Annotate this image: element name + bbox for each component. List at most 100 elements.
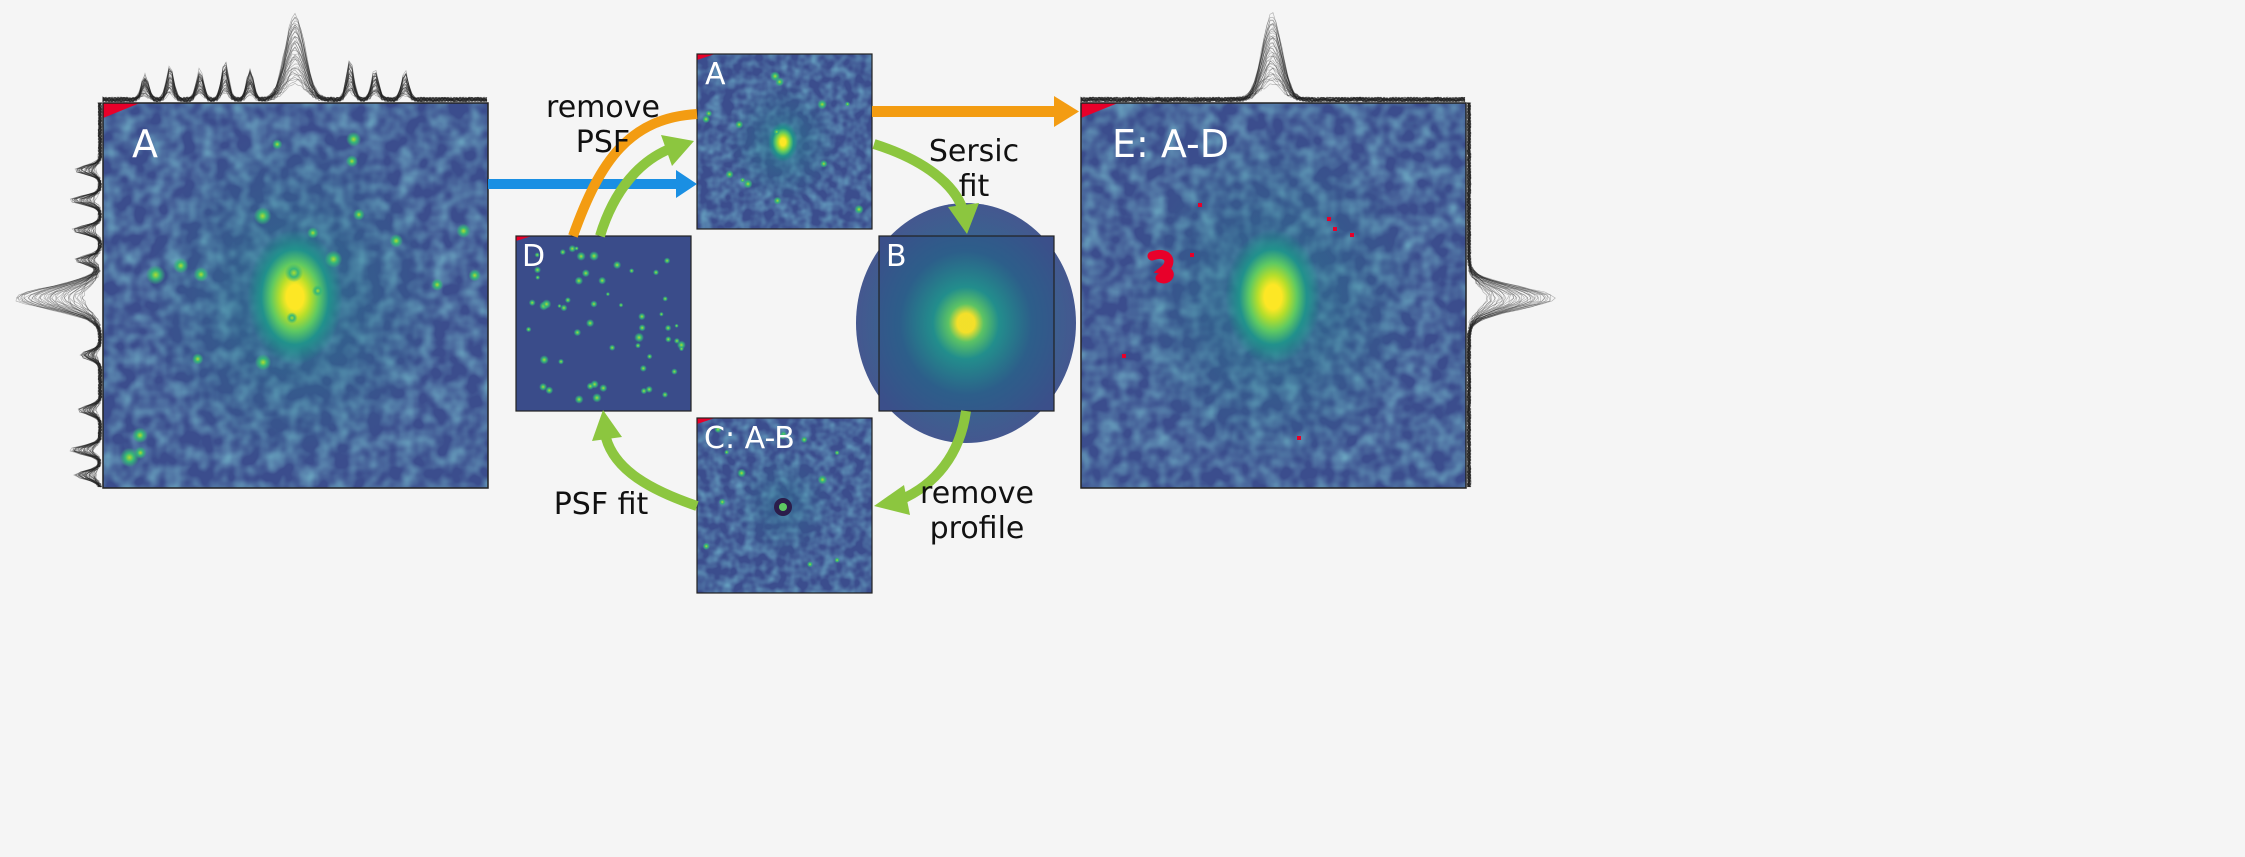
star xyxy=(662,296,668,302)
profile-line xyxy=(21,102,103,488)
profile-line xyxy=(1080,53,1466,103)
panel-c-residual: C: A-B xyxy=(696,417,873,594)
arrow-orange-remove-psf xyxy=(568,109,698,238)
mask-corner xyxy=(697,54,715,60)
star xyxy=(586,319,595,328)
profile-line xyxy=(1080,67,1466,103)
profile-line xyxy=(44,102,103,488)
profile-line xyxy=(1466,102,1529,488)
profile-line xyxy=(1466,102,1529,488)
profile-line xyxy=(1466,102,1521,488)
star xyxy=(534,252,540,258)
profile-line xyxy=(1080,55,1466,103)
profile-line xyxy=(1080,38,1466,103)
star xyxy=(618,302,624,308)
profile-line xyxy=(102,58,488,103)
mask-corner xyxy=(1081,103,1118,118)
star xyxy=(574,395,584,404)
star xyxy=(581,269,590,278)
profile-line xyxy=(28,102,103,488)
profile-line xyxy=(1466,102,1536,488)
profile-line xyxy=(47,102,103,488)
profile-line xyxy=(1466,102,1550,488)
profile-line xyxy=(102,67,488,103)
star xyxy=(598,276,607,285)
profile-line xyxy=(1466,102,1503,488)
profile-line xyxy=(102,24,487,103)
profile-line xyxy=(102,56,488,103)
star xyxy=(589,251,599,261)
profile-line xyxy=(102,83,488,103)
profile-line xyxy=(1080,23,1466,103)
profile-line xyxy=(1466,102,1507,488)
star xyxy=(844,101,851,107)
star xyxy=(545,386,554,395)
star xyxy=(661,391,669,398)
profile-line xyxy=(1466,102,1532,488)
star xyxy=(134,446,147,459)
profile-line xyxy=(79,102,103,488)
star xyxy=(737,468,747,478)
masked-pixel xyxy=(1122,354,1126,358)
profile-line xyxy=(1466,102,1500,488)
star xyxy=(613,260,622,270)
profile-line xyxy=(1080,49,1466,103)
star xyxy=(568,244,577,253)
star xyxy=(557,303,562,309)
star xyxy=(819,159,828,168)
profile-line xyxy=(49,102,103,487)
profile-line xyxy=(1080,16,1466,103)
star xyxy=(574,246,579,251)
profile-line xyxy=(1466,102,1512,488)
profile-line xyxy=(102,35,488,103)
profile-line xyxy=(55,102,103,488)
profile-line xyxy=(102,47,488,103)
star xyxy=(645,385,653,393)
profile-line xyxy=(17,102,103,488)
star xyxy=(599,384,608,393)
profile-line xyxy=(102,26,488,103)
profile-left xyxy=(15,102,103,488)
star xyxy=(539,382,548,391)
star xyxy=(145,265,166,285)
star xyxy=(468,269,481,282)
star xyxy=(718,498,726,506)
star xyxy=(528,299,536,307)
panel-label: A xyxy=(705,57,726,92)
profile-line xyxy=(1080,55,1466,103)
profile-line xyxy=(102,71,488,103)
profile-line xyxy=(76,102,103,488)
masked-pixels xyxy=(1122,203,1354,440)
profile-line xyxy=(102,55,488,103)
profile-line xyxy=(60,102,103,488)
profile-line xyxy=(1466,102,1531,488)
profile-line xyxy=(1080,67,1466,103)
star xyxy=(773,196,782,205)
step-label-remove-psf-line2: PSF xyxy=(576,125,630,160)
profile-line xyxy=(1080,71,1466,103)
profile-line xyxy=(1466,102,1488,488)
profile-line xyxy=(1466,102,1547,488)
star xyxy=(574,276,584,285)
profile-line xyxy=(50,102,103,488)
profile-line xyxy=(1466,102,1492,488)
profile-line xyxy=(102,54,487,103)
profile-line xyxy=(1466,102,1546,488)
profile-line xyxy=(1080,27,1466,103)
profile-line xyxy=(102,24,488,103)
profile-line xyxy=(16,102,103,488)
star xyxy=(702,115,711,124)
profile-line xyxy=(102,36,488,103)
profile-line xyxy=(102,36,488,103)
profile-line xyxy=(102,69,488,103)
profile-line xyxy=(1466,102,1497,488)
profile-line xyxy=(1466,102,1545,488)
profile-line xyxy=(102,41,488,103)
profile-line xyxy=(1080,42,1466,103)
mask-corner xyxy=(697,418,715,424)
panel-a-small: A xyxy=(696,53,873,230)
star xyxy=(817,474,828,485)
profile-line xyxy=(1466,102,1552,488)
star xyxy=(254,354,272,371)
star xyxy=(324,250,343,268)
